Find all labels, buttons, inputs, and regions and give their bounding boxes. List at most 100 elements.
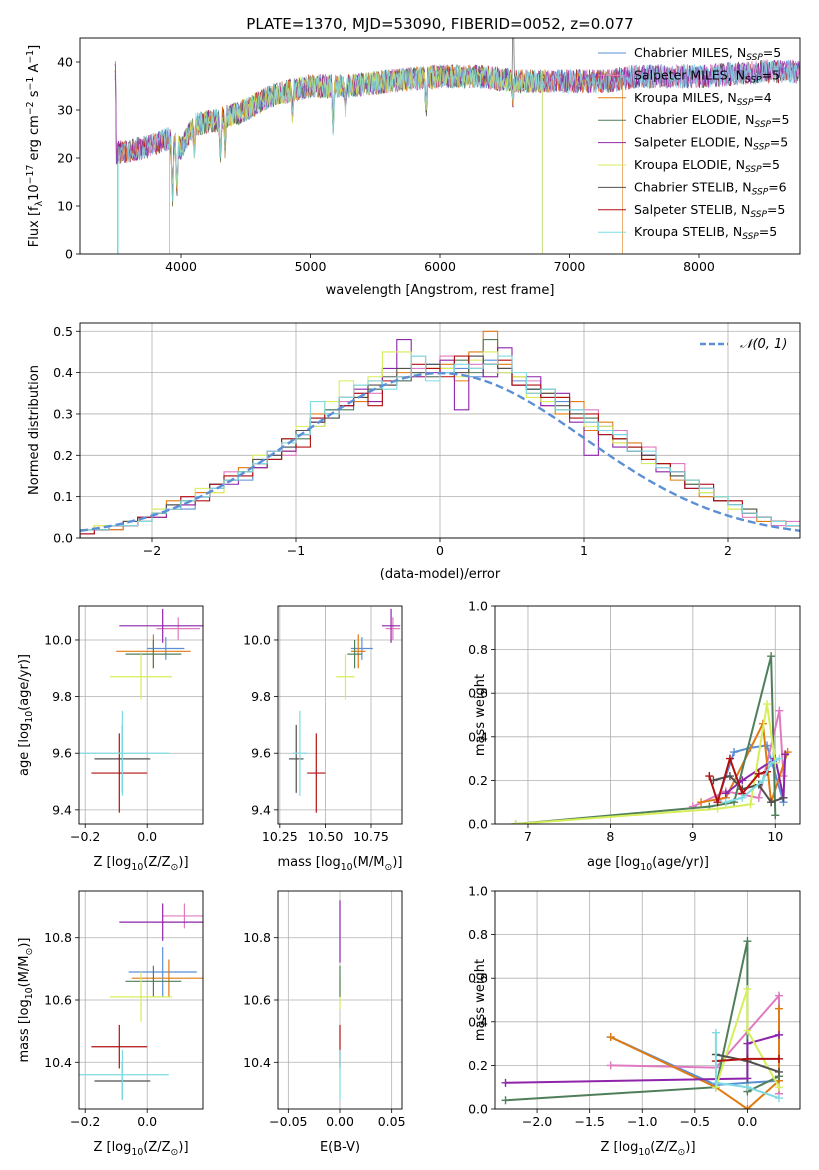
weight-marker — [774, 1054, 783, 1063]
mass-weight-vs-age-axes: 7 8 9 10 0.0 0.2 0.4 0.6 0.8 1.0 — [468, 599, 801, 844]
weight-marker — [779, 793, 788, 802]
label-part: −2 — [25, 101, 36, 115]
x-tick-label: 0 — [436, 543, 444, 558]
x-tick-label: 8000 — [683, 259, 715, 274]
x-tick-label: 0.0 — [737, 1114, 757, 1129]
legend-text-part: =5 — [762, 157, 780, 172]
legend-entry: Chabrier ELODIE, NSSP=5 — [634, 112, 789, 130]
axes-frame — [79, 322, 801, 539]
label-part: )] — [178, 855, 188, 870]
weight-marker — [743, 1026, 752, 1035]
histogram-step — [80, 355, 800, 538]
y-tick-label: 0.6 — [468, 971, 488, 986]
histogram-plot-area — [80, 330, 800, 538]
legend-text-part: Kroupa ELODIE, N — [634, 157, 745, 172]
legend-text-part: =5 — [759, 224, 777, 239]
weight-marker — [738, 776, 747, 785]
weight-marker — [688, 802, 697, 811]
x-tick-label: −1.5 — [574, 1114, 604, 1129]
label-part: age [log — [17, 723, 32, 776]
label-part: −17 — [25, 165, 36, 185]
x-axis-label: Z [log10(Z/Z⊙)] — [93, 1140, 188, 1158]
x-tick-label: −0.05 — [269, 1114, 307, 1129]
label-part: ⊙ — [171, 862, 179, 873]
weight-marker — [754, 793, 763, 802]
y-tick-label: 0.2 — [53, 448, 73, 463]
x-tick-label: −2 — [143, 543, 161, 558]
y-axis-label: mass weight — [473, 674, 488, 756]
legend-text-part: =5 — [771, 112, 789, 127]
spectrum-plot-area — [114, 38, 800, 254]
weight-marker — [774, 1067, 783, 1076]
axes-frame — [494, 605, 801, 825]
x-axis-label: wavelength [Angstrom, rest frame] — [326, 283, 555, 298]
label-part: )] — [17, 938, 32, 948]
legend-text-part: SSP — [745, 165, 762, 175]
label-part: Z [log — [93, 1140, 131, 1155]
y-tick-label: 0.4 — [53, 365, 73, 380]
label-part: −1 — [25, 50, 36, 64]
weight-marker — [730, 748, 739, 757]
legend-text-part: SSP — [746, 53, 763, 63]
mass-vs-z-plot-area — [79, 903, 203, 1100]
y-tick-label: 0.5 — [53, 324, 73, 339]
legend-text-part: SSP — [745, 75, 762, 85]
label-part: 10 — [638, 1147, 650, 1158]
legend-entry: Salpeter STELIB, NSSP=5 — [634, 202, 785, 220]
axes-frame — [79, 37, 801, 255]
y-tick-label: 10.8 — [243, 930, 271, 945]
y-tick-label: 10.4 — [44, 1055, 72, 1070]
x-tick-label: 5000 — [295, 259, 327, 274]
weight-marker — [767, 798, 776, 807]
weight-marker — [754, 769, 763, 778]
weight-marker — [758, 776, 767, 785]
legend-text-part: =5 — [762, 67, 780, 82]
age-vs-z-axes: −0.2 0.0 9.4 9.6 9.8 10.0 — [44, 605, 204, 844]
y-tick-label: 10.6 — [243, 993, 271, 1008]
weight-marker — [743, 1054, 752, 1063]
weight-marker — [771, 811, 780, 820]
legend-text-part: SSP — [737, 98, 754, 108]
label-part: 10 — [341, 862, 353, 873]
spectrum-line — [117, 65, 623, 254]
x-tick-label: −1.0 — [627, 1114, 657, 1129]
label-part: erg cm — [27, 115, 42, 164]
x-axis-label: Z [log10(Z/Z⊙)] — [93, 855, 188, 873]
weight-marker — [743, 1105, 752, 1109]
label-part: ⊙ — [678, 1147, 686, 1158]
x-tick-label: 0.00 — [326, 1114, 354, 1129]
x-tick-label: 1 — [580, 543, 588, 558]
label-part: (Z/Z — [143, 1140, 170, 1155]
x-axis-label: Z [log10(Z/Z⊙)] — [600, 1140, 695, 1158]
x-tick-label: −1 — [287, 543, 305, 558]
weight-marker — [725, 754, 734, 763]
y-tick-label: 0.8 — [468, 642, 488, 657]
axes-frame — [78, 890, 204, 1110]
label-part: ] — [27, 45, 42, 50]
x-tick-label: 10.50 — [308, 829, 344, 844]
histogram-axes: −2 −1 0 1 2 0.0 0.1 0.2 0.3 0.4 0.5 — [53, 322, 801, 558]
label-part: 10 — [131, 862, 143, 873]
legend-text-part: Chabrier MILES, N — [634, 45, 746, 60]
spectrum-line — [118, 60, 800, 254]
weight-marker — [743, 1074, 752, 1083]
legend-text-part: Chabrier ELODIE, N — [634, 112, 754, 127]
x-tick-label: 0.0 — [137, 1114, 157, 1129]
label-part: Flux [f — [27, 206, 42, 247]
y-tick-label: 9.6 — [251, 746, 271, 761]
y-tick-label: 10.0 — [243, 632, 271, 647]
weight-marker — [746, 800, 755, 809]
y-tick-label: 0.6 — [468, 686, 488, 701]
age-vs-mass-axes: 10.25 10.50 10.75 9.4 9.6 9.8 10.0 — [243, 605, 403, 844]
y-axis-label: mass [log10(M/M⊙)] — [17, 938, 35, 1063]
weight-marker — [767, 758, 776, 767]
label-part: A — [27, 64, 42, 77]
weight-marker — [743, 1039, 752, 1048]
label-part: )] — [178, 1140, 188, 1155]
label-part: ⊙ — [384, 862, 392, 873]
x-tick-label: −0.5 — [680, 1114, 710, 1129]
y-axis-label: Flux [fλ10−17 erg cm−2 s−1 A−1] — [25, 45, 45, 247]
y-tick-label: 0.2 — [468, 1058, 488, 1073]
label-part: 10 — [24, 711, 35, 723]
x-tick-label: 0.05 — [378, 1114, 406, 1129]
